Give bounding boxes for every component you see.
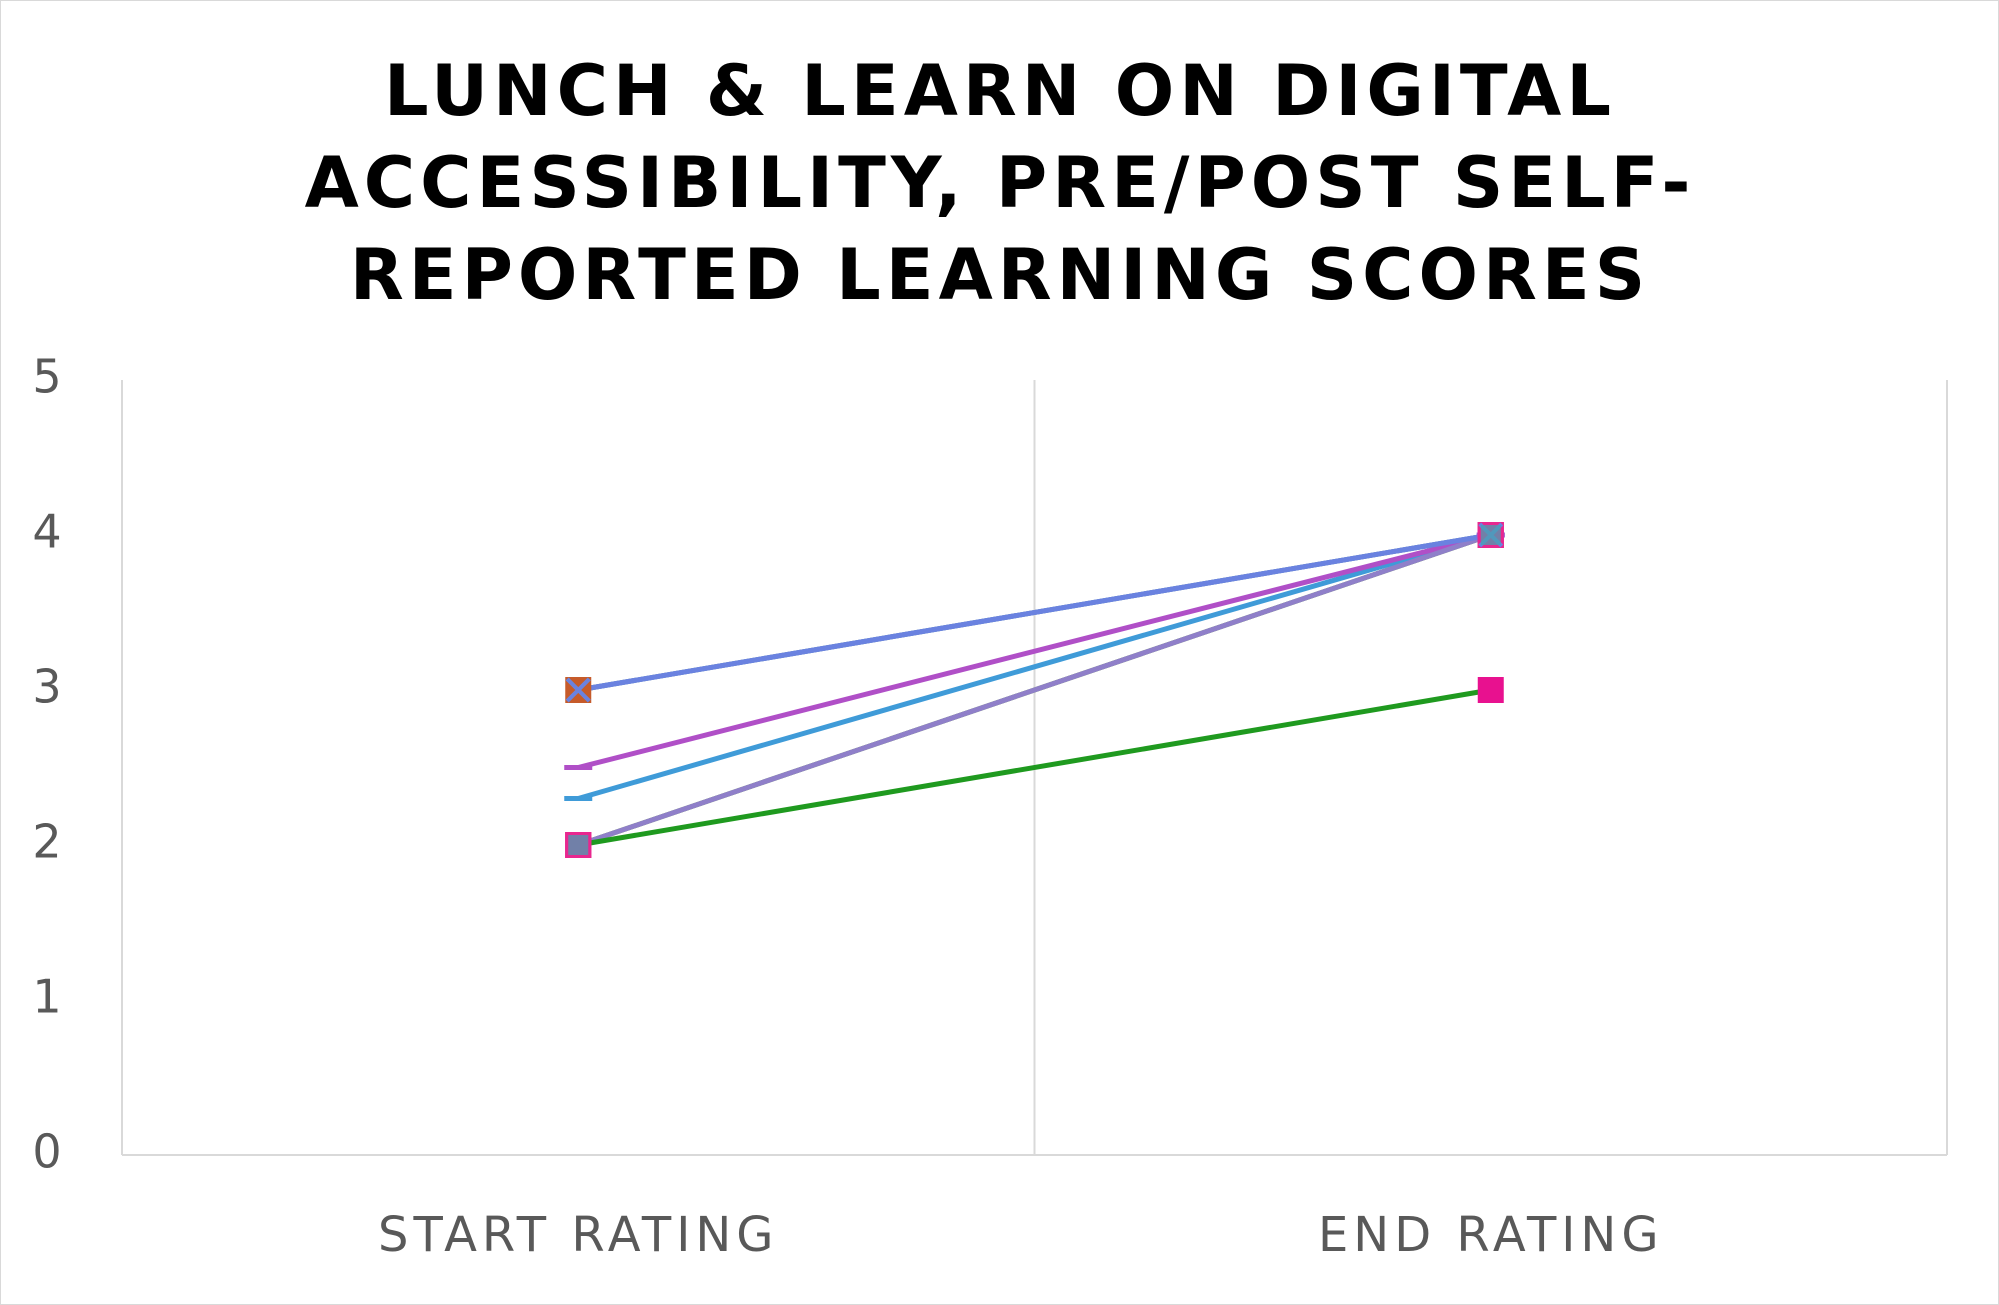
x-category-label: END RATING bbox=[1318, 1207, 1664, 1263]
y-tick-label: 2 bbox=[32, 815, 61, 869]
series-line bbox=[575, 532, 1494, 848]
series-line bbox=[575, 532, 1494, 693]
axis-layer: 0 1 2 3 4 5 START RATING END RATING bbox=[32, 350, 1947, 1263]
y-tick-label: 3 bbox=[32, 660, 61, 714]
data-point-marker bbox=[568, 835, 589, 855]
y-tick-label: 1 bbox=[32, 970, 61, 1024]
marker-layer bbox=[564, 522, 1505, 858]
series-line bbox=[575, 532, 1494, 801]
series-line bbox=[575, 687, 1494, 848]
series-line bbox=[575, 532, 1494, 770]
y-tick-label: 0 bbox=[32, 1125, 61, 1179]
x-category-label: START RATING bbox=[378, 1207, 778, 1263]
y-tick-label: 5 bbox=[32, 350, 61, 404]
series-layer bbox=[575, 532, 1494, 848]
data-point-marker bbox=[1477, 677, 1504, 703]
data-point-marker bbox=[565, 677, 591, 703]
chart-title: LUNCH & LEARN ON DIGITAL ACCESSIBILITY, … bbox=[304, 50, 1696, 316]
data-point-marker bbox=[1480, 525, 1501, 545]
y-tick-label: 4 bbox=[32, 505, 61, 559]
